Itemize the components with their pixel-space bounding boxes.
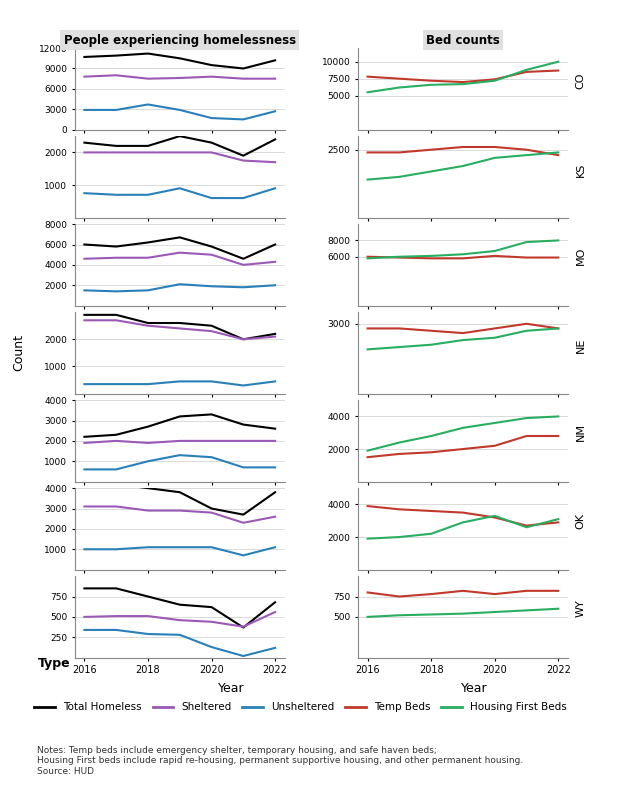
Title: People experiencing homelessness: People experiencing homelessness (64, 34, 296, 47)
Text: WY: WY (575, 599, 585, 617)
Text: Type: Type (37, 657, 70, 670)
Text: Count: Count (12, 334, 25, 371)
Legend: Total Homeless, Sheltered, Unsheltered, Temp Beds, Housing First Beds: Total Homeless, Sheltered, Unsheltered, … (30, 699, 572, 717)
Text: MO: MO (575, 246, 585, 265)
Text: OK: OK (575, 513, 585, 529)
Text: KS: KS (575, 163, 585, 177)
Text: Year: Year (218, 682, 244, 695)
Title: Bed counts: Bed counts (426, 34, 500, 47)
Text: CO: CO (575, 72, 585, 89)
Text: NE: NE (575, 338, 585, 353)
Text: Year: Year (461, 682, 487, 695)
Text: Notes: Temp beds include emergency shelter, temporary housing, and safe haven be: Notes: Temp beds include emergency shelt… (37, 746, 524, 776)
Text: NM: NM (575, 423, 585, 441)
